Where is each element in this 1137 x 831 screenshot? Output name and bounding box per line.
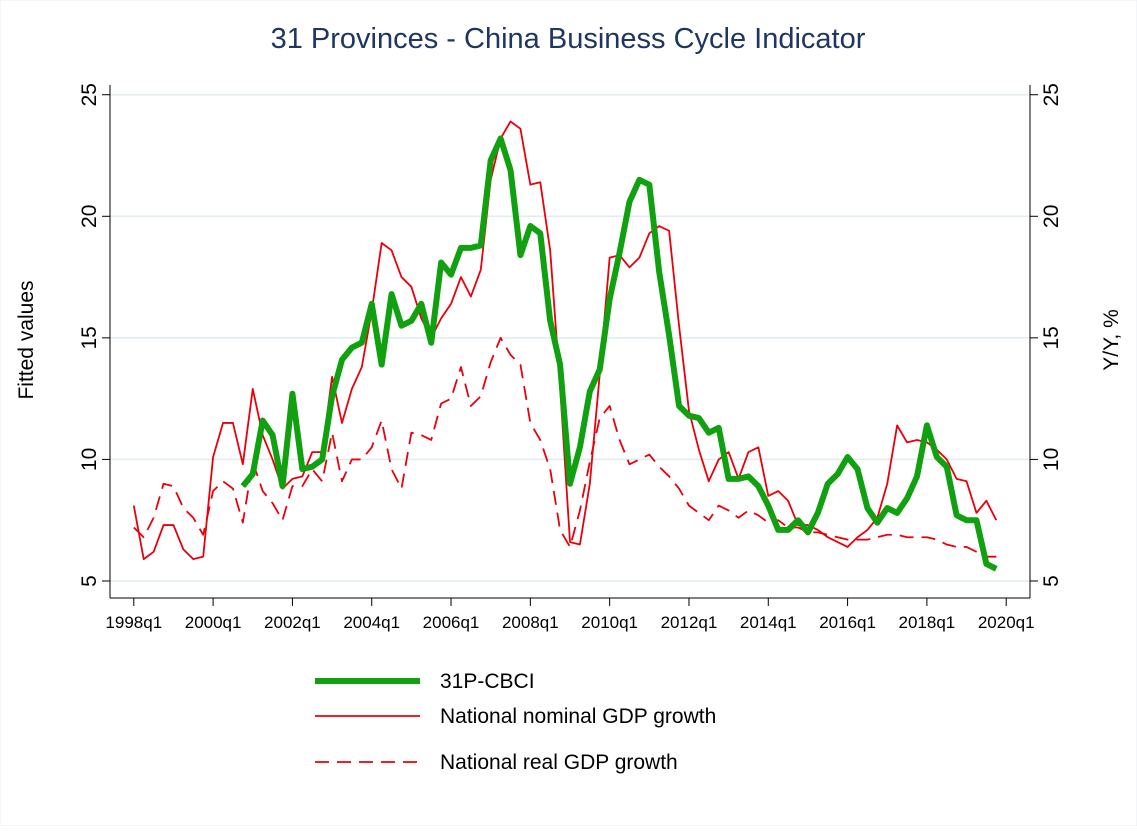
- y-axis-title: Fitted values: [15, 280, 38, 399]
- y2-tick-label: 25: [1040, 83, 1063, 106]
- x-tick-label: 2002q1: [264, 613, 321, 632]
- x-tick-label: 2016q1: [819, 613, 876, 632]
- x-tick-label: 2010q1: [581, 613, 638, 632]
- legend-label: National real GDP growth: [440, 751, 678, 774]
- series-line: [133, 336, 997, 558]
- x-tick-label: 2006q1: [423, 613, 480, 632]
- legend-label: National nominal GDP growth: [440, 705, 716, 728]
- x-tick-label: 2004q1: [343, 613, 400, 632]
- y-tick-label: 5: [78, 575, 101, 587]
- series-line: [240, 135, 998, 572]
- legend-label: 31P-CBCI: [440, 670, 535, 693]
- x-tick-label: 2008q1: [502, 613, 559, 632]
- y2-tick-label: 5: [1040, 575, 1063, 587]
- y-tick-label: 25: [78, 83, 101, 106]
- y2-tick-label: 10: [1040, 448, 1063, 471]
- chart-title: 31 Provinces - China Business Cycle Indi…: [271, 23, 866, 55]
- x-tick-label: 2014q1: [740, 613, 797, 632]
- x-tick-label: 2020q1: [978, 613, 1035, 632]
- x-tick-label: 2012q1: [661, 613, 718, 632]
- x-tick-label: 2000q1: [185, 613, 242, 632]
- y2-tick-label: 15: [1040, 326, 1063, 349]
- x-tick-label: 2018q1: [899, 613, 956, 632]
- y2-axis-title: Y/Y, %: [1100, 309, 1123, 370]
- y-tick-label: 20: [78, 205, 101, 228]
- y2-tick-label: 20: [1040, 205, 1063, 228]
- x-tick-label: 1998q1: [105, 613, 162, 632]
- y-tick-label: 10: [78, 448, 101, 471]
- y-tick-label: 15: [78, 326, 101, 349]
